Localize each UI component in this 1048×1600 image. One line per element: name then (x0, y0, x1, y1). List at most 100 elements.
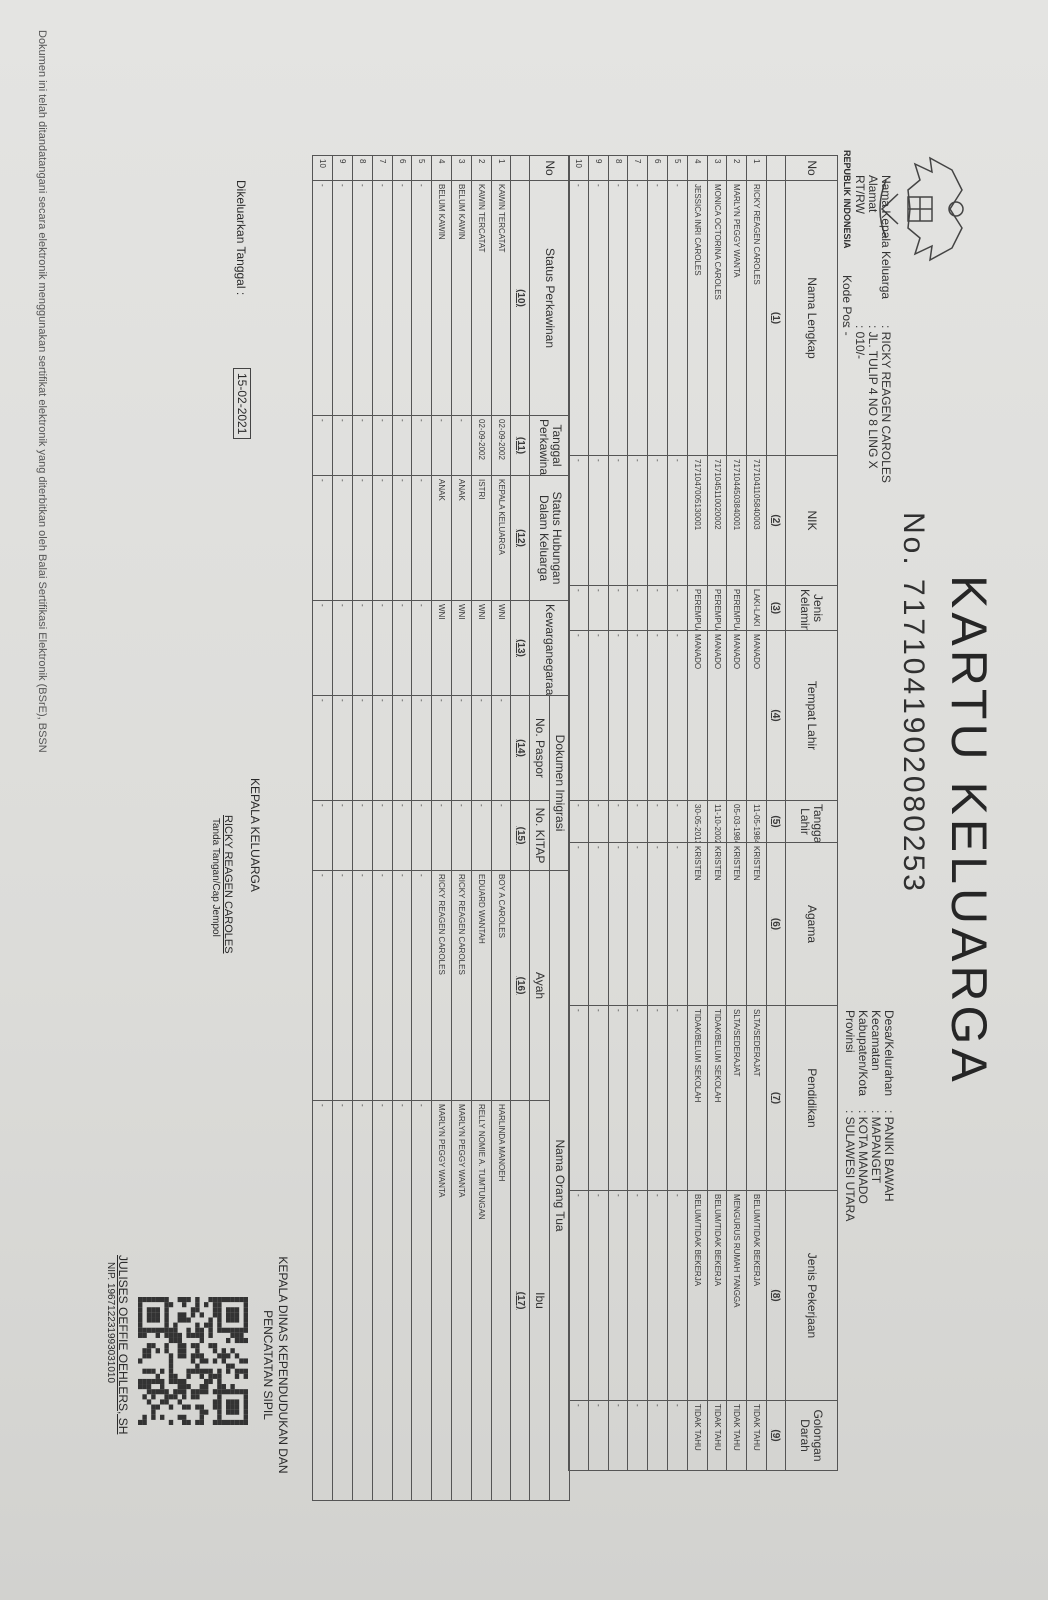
column-number: (8) (766, 1190, 786, 1401)
table-cell: - (372, 695, 393, 801)
table-cell: ANAK (431, 475, 452, 601)
table-row: 2 MARLYN PEGGY WANTA 7171044503840001 PEREM… (726, 155, 747, 1471)
table-cell: - (451, 415, 472, 476)
table-cell: - (392, 415, 412, 476)
head-sign-name: RICKY REAGEN CAROLES (222, 815, 234, 954)
table-cell: - (312, 800, 333, 871)
table-row: 9--------- (588, 155, 609, 1471)
table-row: 4 JESSICA INRI CAROLES 7171047005130001 PER… (687, 155, 708, 1471)
table-cell: - (352, 415, 373, 476)
garuda-emblem-icon (870, 150, 970, 268)
table-cell: - (568, 180, 589, 456)
table-cell: - (608, 1190, 628, 1401)
table-cell: 1 (491, 155, 511, 181)
table-row: 5--------- (667, 155, 688, 1471)
table-cell: JESSICA INRI CAROLES (687, 180, 708, 456)
issued-date: 15-02-2021 (233, 368, 251, 440)
table-cell: - (332, 800, 353, 871)
table-cell: 2 (471, 155, 492, 181)
head-sign-caption: Tanda Tangan/Cap Jempol (210, 818, 221, 937)
table-cell: - (332, 695, 353, 801)
table-cell: MARLYN PEGGY WANTA (451, 1100, 472, 1501)
table-cell: 10 (568, 155, 589, 181)
table-cell: 7171041105840003 (746, 455, 767, 586)
table-cell: - (392, 800, 412, 871)
table-cell: - (392, 1100, 412, 1501)
table-cell: - (667, 842, 688, 1006)
table-cell: PEREMPUAN (726, 585, 747, 631)
column-number: (7) (766, 1005, 786, 1191)
table-row: 2 KAWIN TERCATAT 02-09-2002 ISTRI WNI - - EDUAR… (471, 155, 492, 1501)
table-cell: KRISTEN (687, 842, 708, 1006)
table-row: 3 MONICA OCTORINA CAROLES 7171045110020002… (707, 155, 727, 1471)
column-header: No. KITAP (529, 800, 550, 871)
table-cell: TIDAK/BELUM SEKOLAH (687, 1005, 708, 1191)
table-cell: - (372, 180, 393, 416)
table-cell: MANADO (687, 630, 708, 801)
table-cell: - (588, 455, 609, 586)
column-header: Nama Lengkap (785, 180, 838, 456)
table-cell: 7 (627, 155, 648, 181)
table-cell: KRISTEN (707, 842, 727, 1006)
column-header: Golongan Darah (785, 1400, 838, 1471)
document-title: KARTU KELUARGA (941, 575, 997, 1086)
table-cell: BELUM/TIDAK BEKERJA (687, 1190, 708, 1401)
table-cell: HARLINDA MANOEH (491, 1100, 511, 1501)
table-cell: MANADO (726, 630, 747, 801)
column-number: (6) (766, 842, 786, 1006)
table-cell: - (647, 1005, 668, 1191)
header-row: Kecamatan: MAPANGET (869, 1010, 883, 1184)
table-cell: - (332, 870, 353, 1101)
column-number: (4) (766, 630, 786, 801)
table-cell: - (647, 842, 668, 1006)
table-cell: - (667, 1400, 688, 1471)
header-row: Nama Kepala Keluarga: RICKY REAGEN CAROL… (879, 175, 893, 483)
table-cell: 4 (687, 155, 708, 181)
table-cell: - (491, 695, 511, 801)
column-header: No. Paspor (529, 695, 550, 801)
table-cell: - (352, 870, 373, 1101)
table-cell: TIDAK TAHU (746, 1400, 767, 1471)
table-cell: - (568, 585, 589, 631)
table-row: 7-------- (372, 155, 393, 1501)
table-cell: - (667, 630, 688, 801)
table-cell: - (312, 415, 333, 476)
column-number: (10) (510, 180, 530, 416)
table-cell: BOY A CAROLES (491, 870, 511, 1101)
table-cell: - (392, 870, 412, 1101)
head-sign-title: KEPALA KELUARGA (248, 778, 262, 892)
table-cell: - (451, 695, 472, 801)
table-cell: - (627, 585, 648, 631)
table-cell: - (627, 842, 648, 1006)
header-row: Provinsi: SULAWESI UTARA (843, 1010, 857, 1222)
qr-code (138, 1297, 248, 1425)
table-cell: - (471, 800, 492, 871)
table-cell: - (491, 800, 511, 871)
table-row: 6-------- (392, 155, 412, 1501)
table-cell: - (608, 800, 628, 843)
column-number: (5) (766, 800, 786, 843)
column-header: Ayah (529, 870, 550, 1101)
table-cell: - (608, 585, 628, 631)
column-number: (11) (510, 415, 530, 476)
table-cell: 7171044503840001 (726, 455, 747, 586)
family-status-table: No Status Perkawinan Tanggal Perkawinan Sta… (312, 155, 570, 1501)
table-cell: 10 (312, 155, 333, 181)
table-cell: - (568, 842, 589, 1006)
table-row: 7--------- (627, 155, 648, 1471)
table-cell: - (332, 180, 353, 416)
column-group-header: Dokumen Imigrasi (549, 695, 570, 871)
column-number: (14) (510, 695, 530, 801)
table-cell: 8 (352, 155, 373, 181)
official-nip: NIP. 196712231993031010 (105, 1262, 116, 1384)
table-row: 4 BELUM KAWIN - ANAK WNI - - RICKY REAGEN CAROL… (431, 155, 452, 1501)
table-cell: SLTA/SEDERAJAT (746, 1005, 767, 1191)
table-row: 6--------- (647, 155, 668, 1471)
table-cell: KAWIN TERCATAT (471, 180, 492, 416)
table-cell: - (411, 695, 432, 801)
table-cell: - (568, 1190, 589, 1401)
table-row: 5-------- (411, 155, 432, 1501)
table-cell: 2 (726, 155, 747, 181)
column-header: Kewarganegaraan (529, 600, 570, 696)
